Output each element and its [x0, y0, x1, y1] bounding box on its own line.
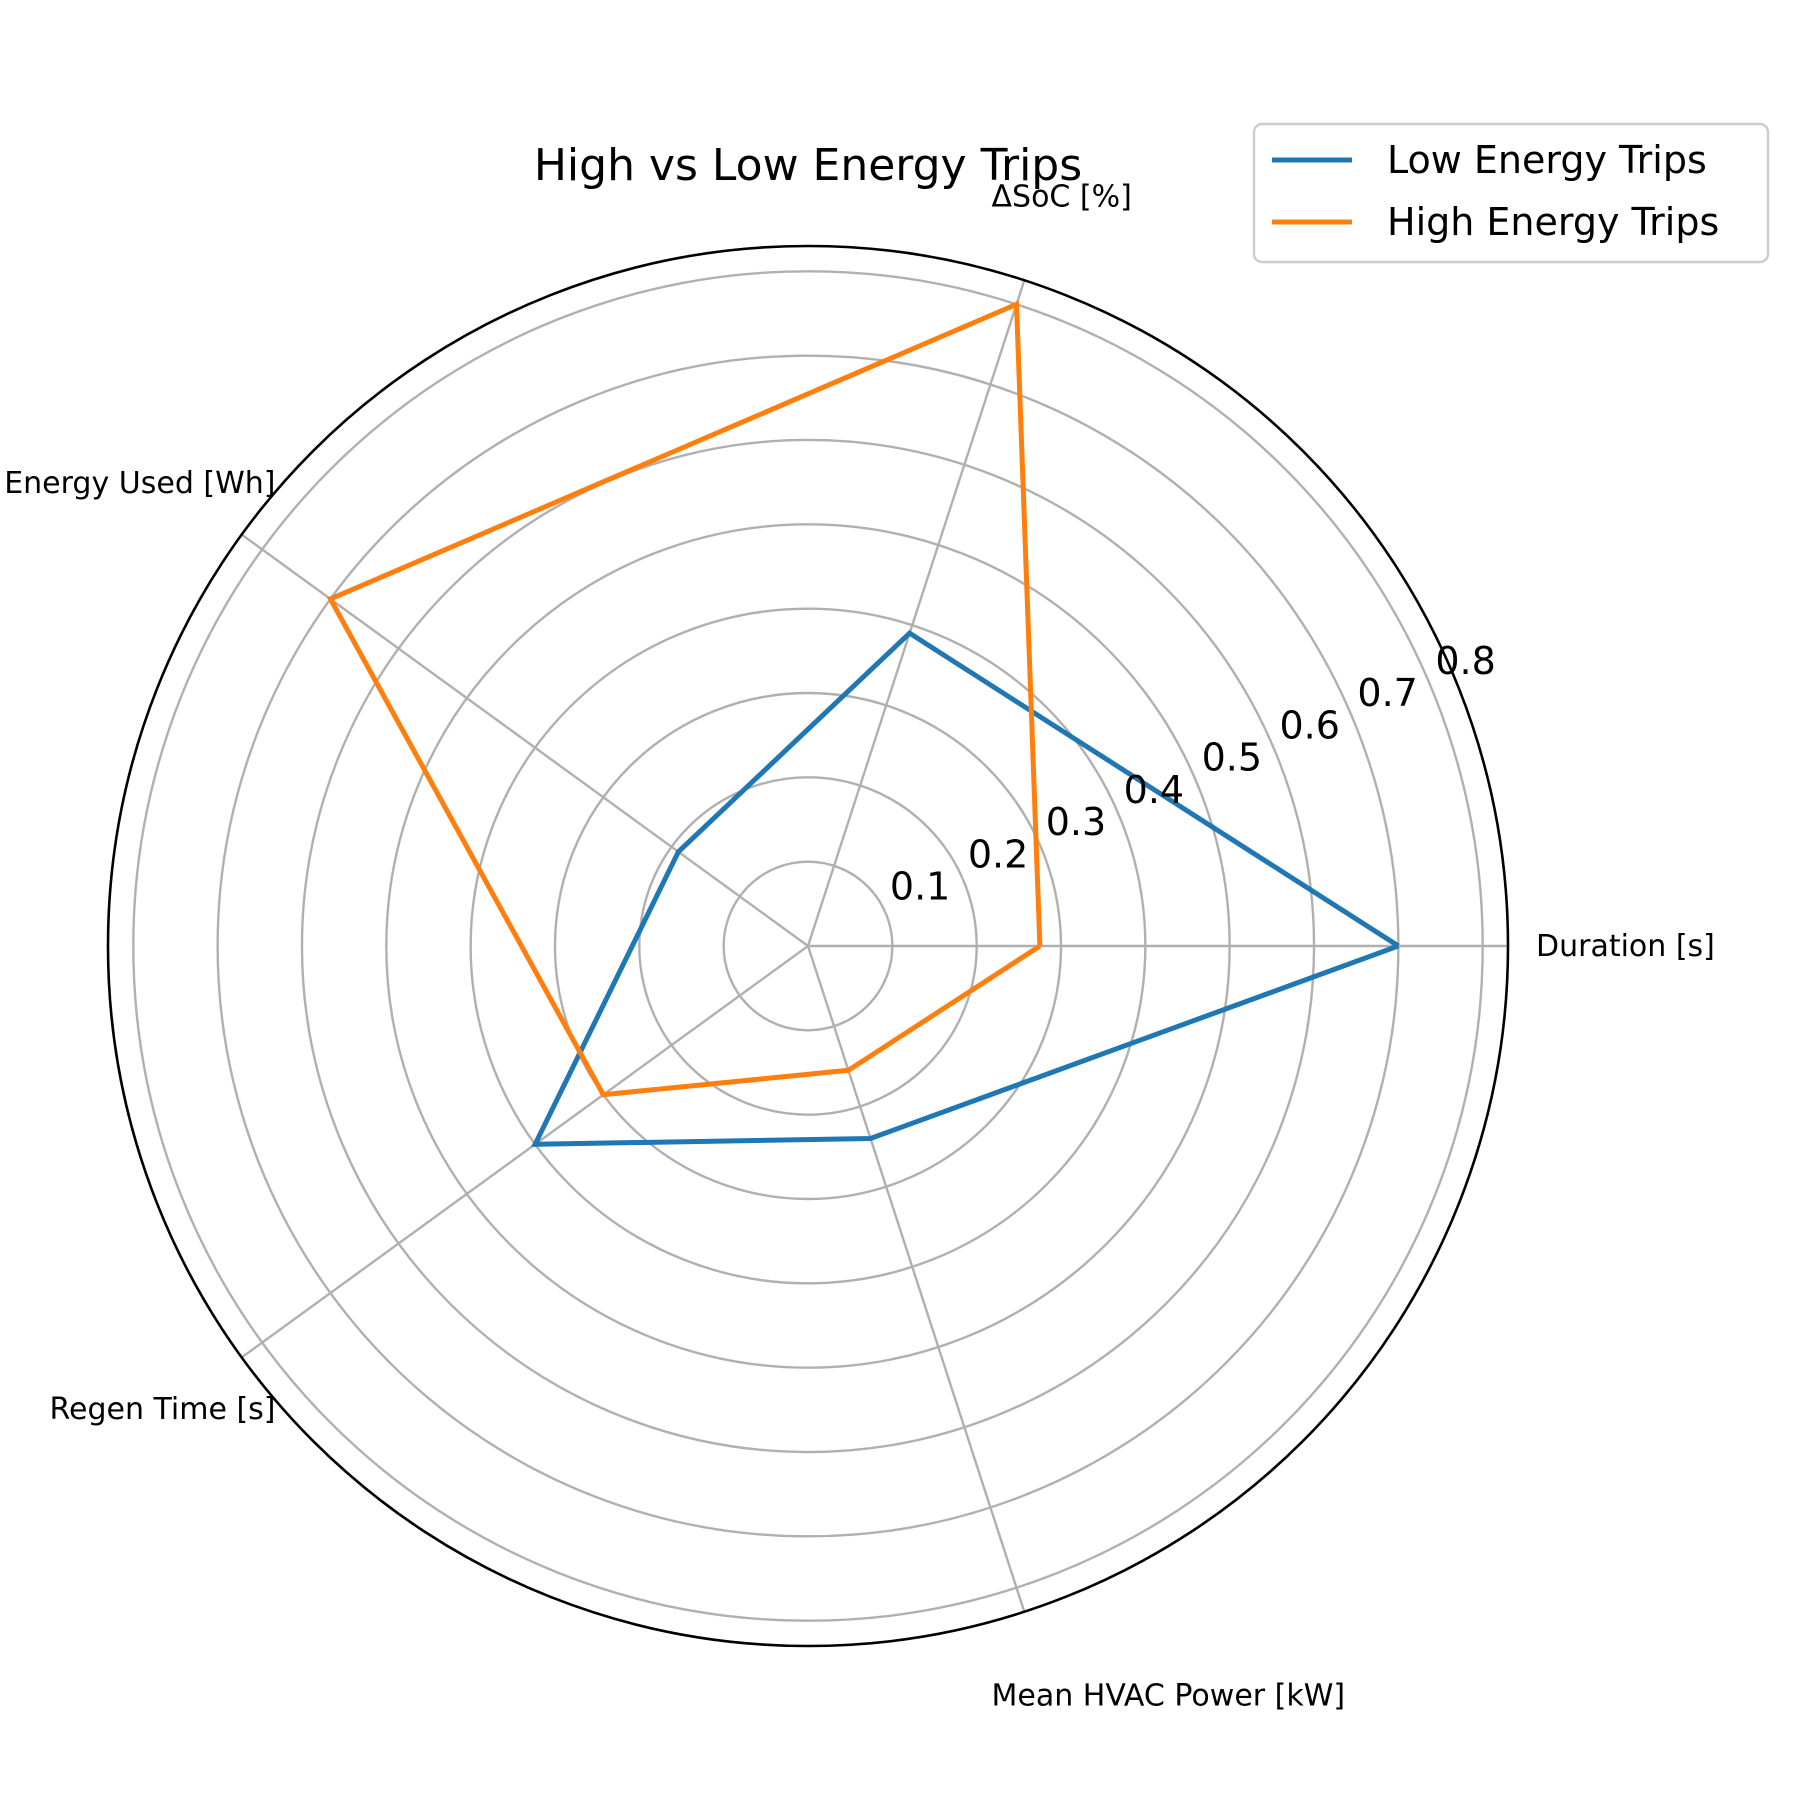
data-series [326, 300, 1400, 1147]
grid-spoke [240, 945, 809, 1359]
grid-spoke [806, 279, 1026, 947]
radial-tick-label: 0.2 [968, 832, 1028, 876]
radial-tick-label: 0.3 [1046, 800, 1106, 844]
category-label: Duration [s] [1536, 929, 1715, 964]
radial-tick-label: 0.6 [1280, 703, 1340, 747]
radial-tick-label: 0.7 [1357, 671, 1417, 715]
category-label: ΔSoC [%] [992, 180, 1132, 215]
grid-spoke [806, 945, 1026, 1613]
category-label: Regen Time [s] [49, 1392, 275, 1427]
radial-tick-label: 0.1 [890, 865, 950, 909]
category-label: Mean HVAC Power [kW] [992, 1678, 1346, 1713]
chart-title: High vs Low Energy Trips [534, 140, 1082, 191]
legend-label: Low Energy Trips [1387, 138, 1707, 182]
series-line [531, 630, 1400, 1147]
polar-grid [106, 244, 1510, 1648]
legend-box [1252, 122, 1770, 264]
legend-label: High Energy Trips [1387, 200, 1719, 244]
category-label: Energy Used [Wh] [4, 466, 275, 501]
radial-tick-label: 0.8 [1435, 639, 1495, 683]
radial-tick-label: 0.4 [1124, 768, 1184, 812]
polar-frame [106, 244, 1510, 1648]
radial-tick-labels: 0.1 0.2 0.3 0.4 0.5 0.6 0.7 0.8 [890, 639, 1496, 909]
radial-tick-label: 0.5 [1202, 736, 1262, 780]
grid-spoke [240, 533, 809, 947]
legend: Low Energy Trips High Energy Trips [1252, 122, 1770, 264]
series-line [326, 300, 1043, 1098]
category-labels: Duration [s] ΔSoC [%] Energy Used [Wh] Rege… [4, 180, 1715, 1714]
